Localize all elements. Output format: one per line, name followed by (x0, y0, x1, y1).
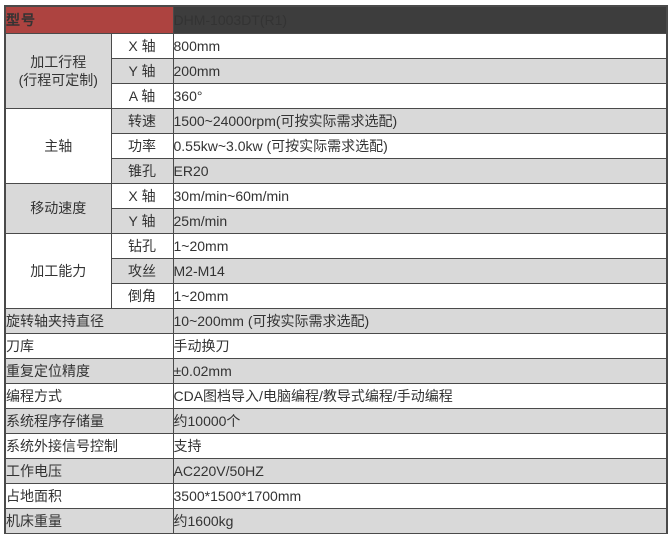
sub-label-cell: X 轴 (110, 33, 174, 59)
value-cell: 200mm (172, 58, 668, 84)
table-row: 机床重量 约1600kg (4, 508, 668, 534)
table-row: 加工行程 (行程可定制) X 轴 800mm (4, 33, 668, 109)
table-row: 系统程序存储量 约10000个 (4, 408, 668, 434)
model-value-cell: DHM-1003DT(R1) (172, 5, 668, 34)
table-row: 编程方式 CDA图档导入/电脑编程/教导式编程/手动编程 (4, 383, 668, 409)
row-label-cell: 旋转轴夹持直径 (4, 308, 174, 334)
value-cell: 25m/min (172, 208, 668, 234)
table-row: 工作电压 AC220V/50HZ (4, 458, 668, 484)
value-cell: 1500~24000rpm(可按实际需求选配) (172, 108, 668, 134)
value-cell: 3500*1500*1700mm (172, 483, 668, 509)
table-row: 加工能力 钻孔 1~20mm (4, 233, 668, 309)
value-cell: 800mm (172, 33, 668, 59)
sub-label-cell: Y 轴 (110, 208, 174, 234)
value-cell: 约10000个 (172, 408, 668, 434)
model-label-cell: 型号 (4, 5, 174, 34)
row-label-cell: 系统外接信号控制 (4, 433, 174, 459)
sub-label-cell: 攻丝 (110, 258, 174, 284)
sub-label-cell: 锥孔 (110, 158, 174, 184)
row-label-cell: 重复定位精度 (4, 358, 174, 384)
value-cell: 1~20mm (172, 283, 668, 309)
table-row: 主轴 转速 1500~24000rpm(可按实际需求选配) (4, 108, 668, 184)
value-cell: 30m/min~60m/min (172, 183, 668, 209)
value-cell: 约1600kg (172, 508, 668, 534)
value-cell: 1~20mm (172, 233, 668, 259)
value-cell: 10~200mm (可按实际需求选配) (172, 308, 668, 334)
sub-label-cell: 倒角 (110, 283, 174, 309)
table-row: 刀库 手动换刀 (4, 333, 668, 359)
table-row: A 轴 360° (5, 83, 668, 109)
value-cell: AC220V/50HZ (172, 458, 668, 484)
value-cell: 手动换刀 (172, 333, 668, 359)
value-cell: 支持 (172, 433, 668, 459)
group-label-cell: 移动速度 (4, 183, 112, 234)
value-cell: CDA图档导入/电脑编程/教导式编程/手动编程 (172, 383, 668, 409)
table-row: 重复定位精度 ±0.02mm (4, 358, 668, 384)
sub-label-cell: X 轴 (110, 183, 174, 209)
group-label-cell: 加工能力 (4, 233, 112, 309)
value-cell: 0.55kw~3.0kw (可按实际需求选配) (172, 133, 668, 159)
table-row: 锥孔 ER20 (5, 158, 668, 184)
sub-label-cell: Y 轴 (110, 58, 174, 84)
sub-label-cell: 功率 (110, 133, 174, 159)
sub-label-cell: A 轴 (110, 83, 174, 109)
table-row: 功率 0.55kw~3.0kw (可按实际需求选配) (5, 133, 668, 159)
row-label-cell: 占地面积 (4, 483, 174, 509)
row-label-cell: 工作电压 (4, 458, 174, 484)
row-label-cell: 系统程序存储量 (4, 408, 174, 434)
group-label-line1: 加工行程 (30, 53, 87, 70)
value-cell: 360° (172, 83, 668, 109)
row-label-cell: 刀库 (4, 333, 174, 359)
group-label-cell: 加工行程 (行程可定制) (4, 33, 112, 109)
sub-label-cell: 钻孔 (110, 233, 174, 259)
group-label-cell: 主轴 (4, 108, 112, 184)
value-cell: ER20 (172, 158, 668, 184)
spec-table: 型号 DHM-1003DT(R1) 加工行程 (行程可定制) X 轴 800mm… (4, 5, 668, 534)
table-row: 移动速度 X 轴 30m/min~60m/min (4, 183, 668, 234)
row-label-cell: 机床重量 (4, 508, 174, 534)
sub-label-cell: 转速 (110, 108, 174, 134)
group-label-line1: 移动速度 (30, 200, 87, 217)
table-row: Y 轴 25m/min (5, 208, 668, 234)
table-row: 系统外接信号控制 支持 (4, 433, 668, 459)
value-cell: M2-M14 (172, 258, 668, 284)
value-cell: ±0.02mm (172, 358, 668, 384)
table-row: 倒角 1~20mm (5, 283, 668, 309)
group-label-line2: (行程可定制) (18, 72, 98, 88)
group-label-line1: 加工能力 (30, 262, 87, 279)
row-label-cell: 编程方式 (4, 383, 174, 409)
table-header-row: 型号 DHM-1003DT(R1) (4, 5, 668, 34)
table-row: 占地面积 3500*1500*1700mm (4, 483, 668, 509)
table-row: 旋转轴夹持直径 10~200mm (可按实际需求选配) (4, 308, 668, 334)
group-label-line1: 主轴 (44, 137, 73, 154)
